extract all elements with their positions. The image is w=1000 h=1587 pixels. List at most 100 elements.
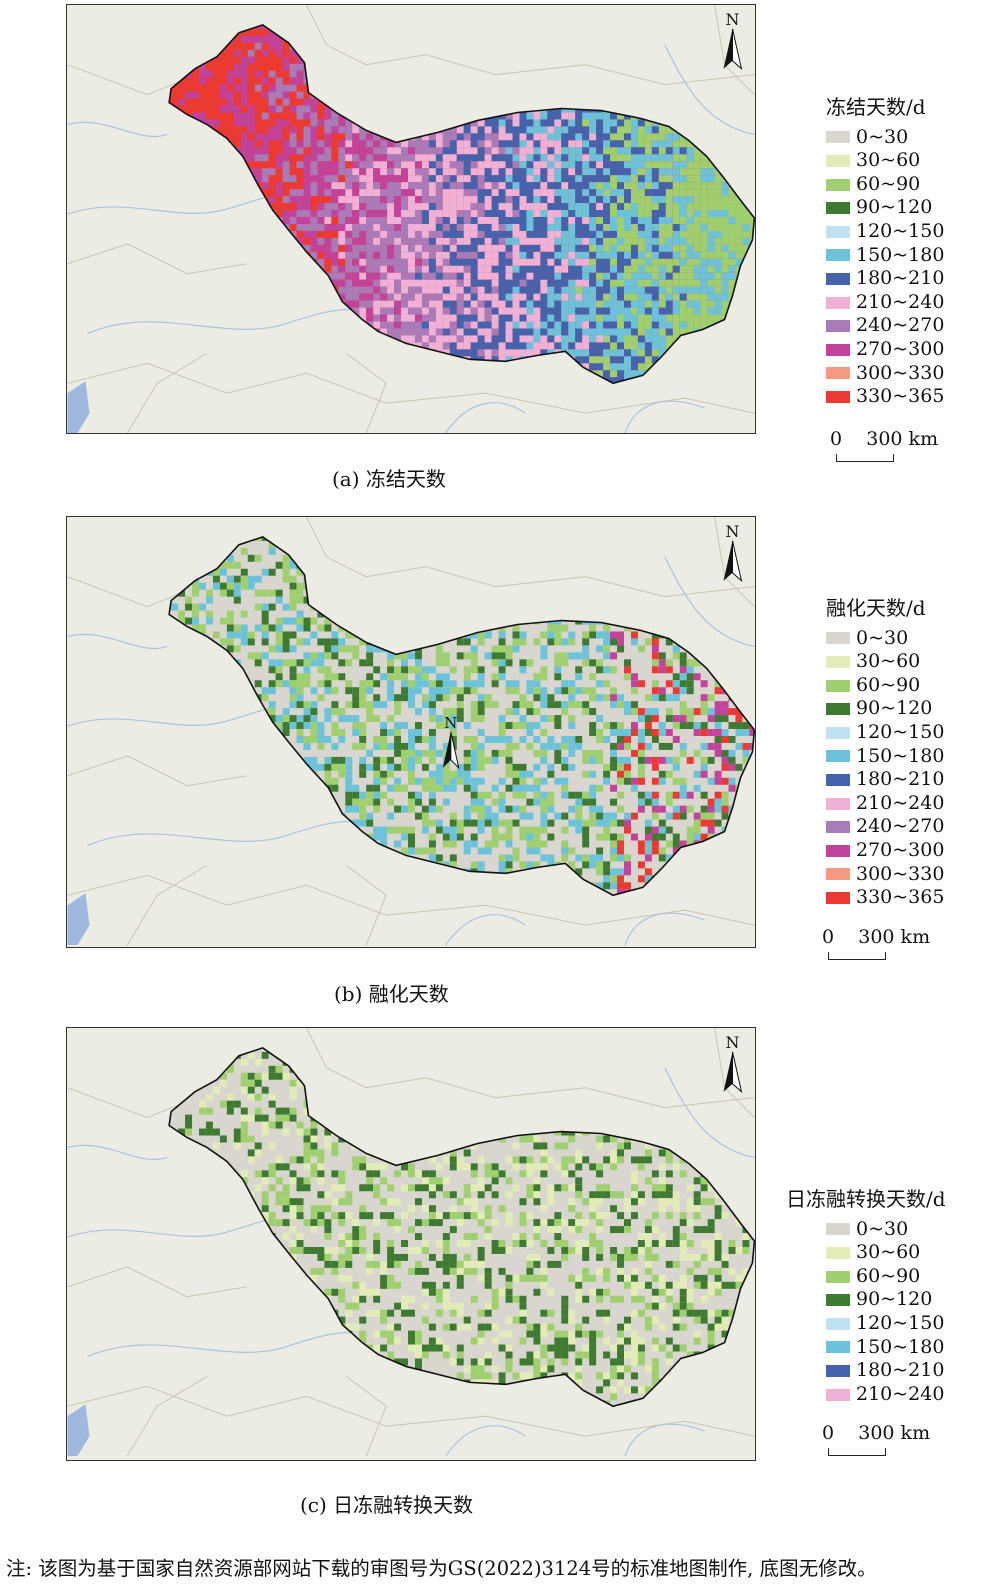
raster-cell: [742, 223, 750, 231]
raster-cell: [317, 189, 325, 197]
raster-cell: [408, 189, 415, 197]
raster-cell: [275, 42, 283, 50]
raster-cell: [624, 189, 631, 197]
raster-cell: [547, 258, 555, 266]
raster-cell: [470, 196, 478, 204]
raster-cell: [561, 112, 569, 120]
raster-cell: [275, 77, 283, 85]
raster-cell: [470, 314, 478, 322]
raster-cell: [324, 161, 332, 169]
raster-cell: [665, 217, 673, 224]
raster-cell: [463, 217, 471, 224]
raster-cell: [185, 91, 193, 99]
raster-cell: [275, 63, 283, 71]
raster-cell: [268, 98, 276, 106]
raster-cell: [721, 293, 729, 301]
raster-cell: [637, 286, 645, 294]
raster-cell: [463, 133, 471, 141]
raster-cell: [679, 223, 687, 231]
raster-cell: [596, 237, 604, 245]
raster-cell: [540, 328, 548, 336]
raster-cell: [324, 182, 332, 190]
raster-cell: [554, 203, 562, 211]
raster-cell: [672, 307, 680, 315]
raster-cell: [421, 314, 429, 322]
raster-cell: [324, 126, 332, 134]
raster-cell: [561, 258, 569, 266]
raster-cell: [665, 230, 673, 238]
raster-cell: [533, 182, 541, 190]
raster-cell: [637, 119, 645, 127]
raster-cell: [665, 189, 673, 197]
raster-cell: [533, 168, 541, 176]
raster-cell: [547, 251, 555, 259]
legend-swatch: [826, 178, 850, 191]
raster-cell: [240, 126, 248, 134]
raster-cell: [561, 307, 569, 315]
raster-cell: [282, 49, 290, 57]
raster-cell: [373, 279, 381, 287]
raster-cell: [596, 189, 604, 197]
raster-cell: [665, 182, 673, 190]
raster-cell: [456, 321, 464, 329]
raster-cell: [373, 244, 381, 252]
raster-cell: [289, 223, 297, 231]
raster-cell: [373, 203, 381, 211]
raster-cell: [394, 182, 402, 190]
raster-cell: [644, 286, 652, 294]
raster-cell: [679, 175, 687, 183]
raster-cell: [603, 300, 611, 308]
raster-cell: [637, 314, 645, 322]
raster-cell: [456, 293, 464, 301]
raster-cell: [547, 196, 555, 204]
raster-cell: [665, 279, 673, 287]
raster-cell: [505, 203, 513, 211]
river: [664, 556, 755, 647]
raster-cell: [568, 335, 576, 343]
raster-cell: [303, 119, 311, 127]
raster-cell: [338, 230, 346, 238]
raster-cell: [693, 189, 701, 197]
raster-cell: [589, 217, 597, 224]
raster-cell: [401, 147, 409, 155]
raster-cell: [463, 286, 471, 294]
raster-cell: [463, 328, 471, 336]
raster-cell: [582, 307, 590, 315]
raster-cell: [630, 258, 638, 266]
raster-cell: [630, 217, 638, 224]
legend-swatch: [826, 272, 850, 285]
raster-cell: [414, 244, 422, 252]
raster-cell: [477, 286, 485, 294]
raster-cell: [233, 91, 241, 99]
raster-cell: [366, 182, 374, 190]
raster-cell: [630, 175, 638, 183]
raster-cell: [714, 244, 722, 252]
raster-cell: [624, 244, 631, 252]
raster-cell: [624, 230, 631, 238]
raster-cell: [254, 35, 262, 43]
raster-cell: [359, 265, 367, 273]
raster-cell: [498, 237, 506, 245]
raster-cell: [679, 182, 687, 190]
raster-cell: [254, 49, 262, 57]
raster-cell: [338, 272, 346, 280]
raster-cell: [345, 203, 353, 211]
raster-cell: [338, 223, 346, 231]
raster-cell: [693, 210, 701, 218]
raster-cell: [617, 140, 625, 148]
raster-cell: [512, 147, 520, 155]
raster-cell: [380, 196, 388, 204]
raster-cell: [512, 189, 520, 197]
raster-cell: [428, 335, 436, 343]
raster-cell: [303, 84, 311, 92]
raster-cell: [421, 279, 429, 287]
raster-cell: [268, 147, 276, 155]
raster-cell: [414, 237, 422, 245]
raster-cell: [547, 161, 555, 169]
raster-cell: [728, 265, 736, 273]
raster-cell: [568, 251, 576, 259]
raster-cell: [596, 370, 604, 378]
raster-cell: [651, 126, 659, 134]
raster-cell: [449, 175, 457, 183]
raster-cell: [512, 217, 520, 224]
